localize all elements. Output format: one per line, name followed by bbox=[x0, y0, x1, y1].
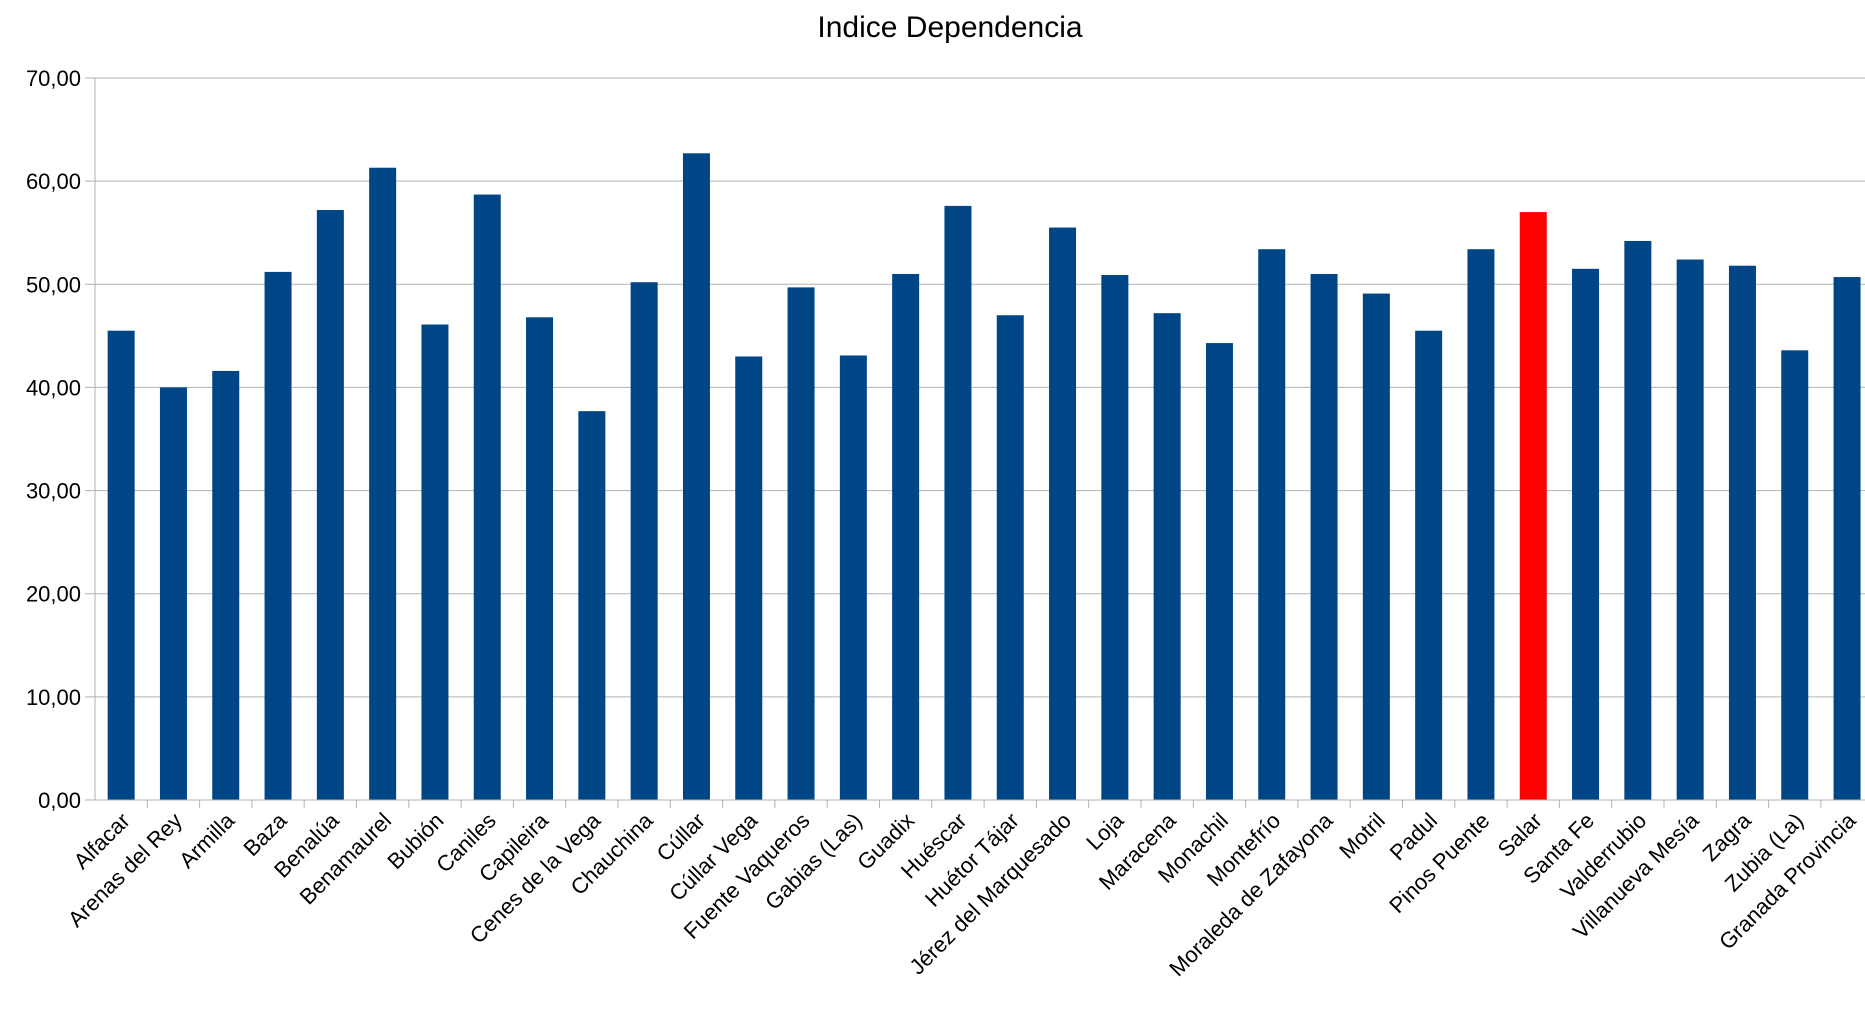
bar-9 bbox=[578, 411, 606, 800]
y-tick-label: 10,00 bbox=[26, 685, 81, 710]
y-tick-label: 20,00 bbox=[26, 582, 81, 607]
bar-30 bbox=[1676, 259, 1704, 800]
bar-24 bbox=[1362, 293, 1390, 800]
bar-0 bbox=[107, 330, 135, 800]
bar-23 bbox=[1310, 273, 1338, 800]
bar-6 bbox=[421, 324, 449, 800]
bar-10 bbox=[630, 282, 658, 800]
y-tick-label: 30,00 bbox=[26, 479, 81, 504]
bar-17 bbox=[996, 315, 1024, 800]
bar-28 bbox=[1572, 268, 1600, 800]
bar-4 bbox=[316, 210, 344, 801]
bar-20 bbox=[1153, 313, 1181, 800]
bar-5 bbox=[369, 167, 397, 801]
bar-32 bbox=[1781, 350, 1809, 800]
bar-33 bbox=[1833, 277, 1861, 801]
bar-26 bbox=[1467, 249, 1495, 800]
bar-7 bbox=[473, 194, 501, 801]
bars bbox=[107, 153, 1861, 801]
bar-18 bbox=[1049, 227, 1077, 801]
bar-14 bbox=[839, 355, 867, 800]
y-axis-tick-labels: 0,00 10,00 20,00 30,00 40,00 50,00 60,00 70,00 bbox=[26, 66, 81, 813]
bar-3 bbox=[264, 271, 292, 800]
x-category-label: Motril bbox=[1334, 808, 1390, 864]
bar-15 bbox=[892, 273, 920, 800]
bar-19 bbox=[1101, 275, 1129, 800]
bar-12 bbox=[735, 356, 763, 800]
bar-27 bbox=[1519, 212, 1547, 801]
bar-11 bbox=[682, 153, 710, 800]
y-tick-label: 60,00 bbox=[26, 169, 81, 194]
y-tick-label: 70,00 bbox=[26, 66, 81, 91]
y-tick-label: 50,00 bbox=[26, 272, 81, 297]
y-tick-label: 40,00 bbox=[26, 375, 81, 400]
bar-21 bbox=[1205, 343, 1233, 800]
y-tick-label: 0,00 bbox=[38, 788, 81, 813]
bar-31 bbox=[1728, 265, 1756, 801]
bar-8 bbox=[526, 317, 554, 800]
bar-29 bbox=[1624, 240, 1652, 801]
bar-13 bbox=[787, 287, 815, 800]
x-category-label: Armilla bbox=[174, 807, 240, 873]
bar-16 bbox=[944, 205, 972, 800]
bar-2 bbox=[212, 370, 240, 800]
bar-25 bbox=[1415, 330, 1443, 800]
bar-22 bbox=[1258, 249, 1286, 800]
chart-title: Indice Dependencia bbox=[817, 11, 1083, 44]
bar-1 bbox=[159, 387, 187, 800]
axes bbox=[85, 78, 1865, 808]
